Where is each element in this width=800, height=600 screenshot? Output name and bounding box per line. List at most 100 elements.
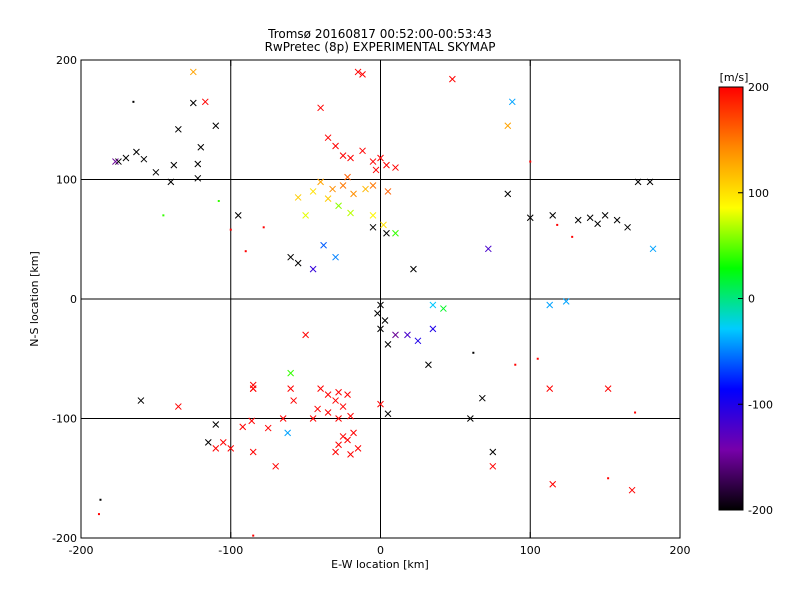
data-point-x-marker xyxy=(212,421,220,428)
data-point-x-marker xyxy=(613,216,621,224)
data-point-dot xyxy=(514,363,517,366)
data-point-x-marker xyxy=(546,385,554,392)
data-point-x-marker xyxy=(384,188,392,195)
data-point-x-marker xyxy=(335,441,342,449)
data-point-x-marker xyxy=(332,253,339,261)
data-point-x-marker xyxy=(122,154,130,162)
colorbar-tick-label: -100 xyxy=(748,398,773,411)
data-point-x-marker xyxy=(594,220,601,228)
x-axis-ticks: -200 -100 0 100 200 xyxy=(69,60,691,557)
data-point-x-marker xyxy=(248,417,256,425)
x-tick-label: 200 xyxy=(670,544,691,557)
data-point-x-marker xyxy=(489,448,497,456)
x-axis-label: E-W location [km] xyxy=(331,558,429,571)
data-point-x-marker xyxy=(562,298,570,305)
colorbar-tick-label: 0 xyxy=(748,293,755,306)
data-point-x-marker xyxy=(212,445,220,452)
data-point-x-marker xyxy=(324,391,332,398)
data-point-x-marker xyxy=(309,188,317,195)
data-point-x-marker xyxy=(354,68,362,76)
data-point-x-marker xyxy=(440,305,447,312)
data-point-dot xyxy=(132,100,135,103)
data-point-x-marker xyxy=(504,190,512,198)
data-point-x-marker xyxy=(508,98,516,106)
data-point-dot xyxy=(252,534,255,537)
data-point-x-marker xyxy=(586,214,594,222)
data-point-x-marker xyxy=(377,325,384,333)
data-point-x-marker xyxy=(287,385,295,392)
data-point-x-marker xyxy=(335,388,342,396)
data-point-dot xyxy=(262,226,265,229)
y-tick-label: -200 xyxy=(52,532,77,545)
data-point-x-marker xyxy=(133,148,140,156)
data-point-x-marker xyxy=(335,202,342,210)
data-point-dot xyxy=(529,160,532,163)
y-tick-label: 200 xyxy=(56,54,77,67)
data-point-x-marker xyxy=(359,147,366,155)
data-point-x-marker xyxy=(201,98,209,106)
data-point-x-marker xyxy=(354,445,362,452)
data-point-x-marker xyxy=(234,211,242,219)
data-point-x-marker xyxy=(219,439,227,446)
data-point-x-marker xyxy=(347,450,354,458)
data-point-x-marker xyxy=(377,301,384,309)
data-point-x-marker xyxy=(410,265,417,273)
data-point-x-marker xyxy=(279,415,287,422)
data-point-x-marker xyxy=(383,229,390,237)
data-point-dot xyxy=(472,351,475,354)
data-point-x-marker xyxy=(344,173,351,181)
data-point-dot xyxy=(244,250,247,253)
data-point-x-marker xyxy=(137,397,145,404)
data-point-x-marker xyxy=(546,301,554,309)
data-point-x-marker xyxy=(317,385,324,392)
colorbar-label: [m/s] xyxy=(720,71,749,84)
x-tick-label: -200 xyxy=(69,544,94,557)
y-axis-ticks: -200 -100 0 100 200 xyxy=(52,54,680,545)
data-point-x-marker xyxy=(170,161,178,169)
data-point-x-marker xyxy=(549,211,557,219)
data-point-x-marker xyxy=(380,221,387,229)
data-point-dot xyxy=(607,477,610,480)
data-point-x-marker xyxy=(174,403,182,410)
data-point-x-marker xyxy=(194,160,202,168)
data-point-x-marker xyxy=(249,448,257,456)
data-point-dot xyxy=(162,214,165,217)
data-point-x-marker xyxy=(369,158,377,165)
data-point-x-marker xyxy=(381,317,389,324)
data-point-x-marker xyxy=(484,245,492,253)
data-point-x-marker xyxy=(604,385,612,392)
data-point-x-marker xyxy=(314,405,321,413)
data-point-dot xyxy=(97,513,100,516)
data-point-x-marker xyxy=(369,182,377,189)
data-point-x-marker xyxy=(290,397,297,404)
data-point-x-marker xyxy=(384,341,392,348)
data-point-x-marker xyxy=(302,211,309,219)
data-point-dot xyxy=(217,200,220,203)
data-point-x-marker xyxy=(189,68,197,76)
data-point-x-marker xyxy=(429,301,437,309)
colorbar-tick-label: -200 xyxy=(748,504,773,517)
chart-title: Tromsø 20160817 00:52:00-00:53:43 xyxy=(267,27,492,41)
data-point-x-marker xyxy=(324,195,332,202)
data-point-x-marker xyxy=(320,241,327,249)
data-point-x-marker xyxy=(504,122,512,130)
data-point-x-marker xyxy=(624,223,631,231)
data-point-x-marker xyxy=(489,462,497,470)
data-point-x-marker xyxy=(347,154,354,162)
data-point-x-marker xyxy=(339,403,347,410)
data-point-x-marker xyxy=(272,462,280,470)
data-point-x-marker xyxy=(332,142,339,150)
data-point-dot xyxy=(556,223,559,226)
chart-subtitle: RwPretec (8p) EXPERIMENTAL SKYMAP xyxy=(265,40,496,54)
data-point-x-marker xyxy=(414,337,422,345)
data-points xyxy=(97,68,657,537)
data-point-x-marker xyxy=(152,168,160,176)
data-point-x-marker xyxy=(634,178,642,186)
data-point-dot xyxy=(634,411,637,414)
data-point-x-marker xyxy=(392,164,399,171)
data-point-x-marker xyxy=(601,211,609,219)
x-tick-label: -100 xyxy=(218,544,243,557)
data-point-x-marker xyxy=(264,424,272,432)
data-point-x-marker xyxy=(339,182,347,189)
data-point-x-marker xyxy=(287,253,295,261)
